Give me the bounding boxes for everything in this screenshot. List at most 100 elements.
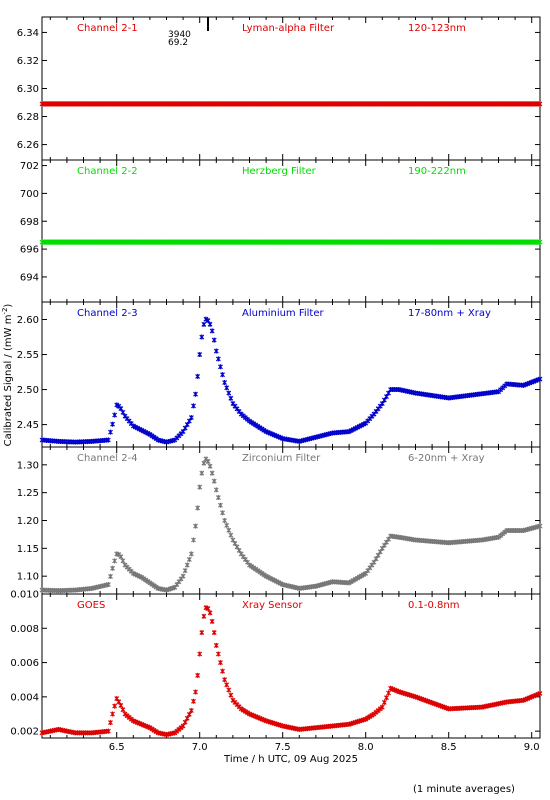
data-point bbox=[120, 707, 126, 713]
data-point bbox=[120, 409, 126, 415]
y-tick-label: 0.004 bbox=[10, 692, 39, 703]
data-point bbox=[537, 376, 543, 382]
panel-band-label: 17-80nm + Xray bbox=[408, 308, 491, 319]
data-point bbox=[213, 348, 219, 354]
panel-filter-label: Zirconium Filter bbox=[242, 453, 321, 464]
marker-label-top: 3940 bbox=[168, 30, 191, 40]
data-point bbox=[191, 698, 196, 704]
y-tick-label: 698 bbox=[20, 217, 39, 228]
data-point bbox=[193, 391, 198, 397]
data-point bbox=[226, 687, 232, 693]
panel-channel-label: Channel 2-1 bbox=[77, 23, 138, 34]
data-point bbox=[112, 558, 118, 564]
panel-channel-label: Channel 2-3 bbox=[77, 308, 138, 319]
data-point bbox=[384, 695, 389, 701]
panel-1: 6.26 6.28 6.30 6.32 6.34 Channel 2-1 Lyman-alp… bbox=[17, 16, 543, 161]
y-tick-label: 2.45 bbox=[17, 420, 39, 431]
data-point bbox=[215, 651, 221, 657]
data-point bbox=[195, 373, 201, 379]
data-point bbox=[105, 582, 111, 588]
data-point bbox=[228, 395, 234, 401]
y-tick-label: 702 bbox=[20, 161, 39, 172]
data-series bbox=[39, 239, 543, 245]
panel-band-label: 6-20nm + Xray bbox=[408, 453, 485, 464]
data-series bbox=[39, 101, 543, 107]
data-point bbox=[108, 573, 113, 579]
data-point bbox=[222, 677, 228, 683]
data-point bbox=[211, 337, 217, 343]
data-point bbox=[108, 429, 113, 435]
data-point bbox=[182, 719, 188, 725]
panel-4: 1.10 1.15 1.20 1.25 1.30 Channel 2-4 Zirconium… bbox=[17, 446, 543, 595]
data-point bbox=[195, 672, 201, 678]
y-tick-label: 0.010 bbox=[10, 590, 39, 601]
data-point bbox=[188, 551, 194, 557]
data-point bbox=[207, 321, 213, 327]
data-point bbox=[386, 690, 391, 696]
data-point bbox=[537, 101, 543, 107]
data-point bbox=[191, 537, 196, 543]
panel-frame bbox=[41, 16, 541, 161]
data-point bbox=[205, 606, 211, 612]
data-point bbox=[205, 458, 211, 464]
panel-frame bbox=[41, 301, 541, 448]
panel-band-label: 0.1-0.8nm bbox=[408, 600, 460, 611]
data-point bbox=[199, 630, 205, 636]
data-point bbox=[211, 630, 217, 636]
x-tick-label: 8.0 bbox=[358, 742, 374, 753]
y-axis-label-main: Calibrated Signal / (mW m bbox=[3, 315, 14, 447]
panel-filter-label: Xray Sensor bbox=[242, 600, 303, 611]
y-tick-label: 1.25 bbox=[17, 488, 39, 499]
data-point bbox=[193, 523, 198, 529]
data-point bbox=[186, 556, 192, 562]
data-point bbox=[182, 568, 188, 574]
data-point bbox=[188, 415, 194, 421]
x-tick-label: 6.5 bbox=[109, 742, 125, 753]
data-point bbox=[220, 668, 225, 674]
data-point bbox=[197, 651, 203, 657]
y-tick-label: 1.10 bbox=[17, 572, 39, 583]
y-tick-label: 6.32 bbox=[17, 56, 39, 67]
data-point bbox=[110, 711, 115, 717]
data-point bbox=[201, 321, 207, 327]
data-point bbox=[537, 523, 543, 529]
panel-5: 0.002 0.004 0.006 0.008 0.010 GOES Xray Sensor… bbox=[10, 590, 543, 753]
y-tick-label: 6.30 bbox=[17, 84, 39, 95]
data-point bbox=[197, 352, 203, 358]
y-axis-label: Calibrated Signal / (mW m-2) bbox=[1, 304, 14, 447]
data-point bbox=[207, 463, 213, 469]
data-point bbox=[379, 704, 385, 710]
data-point bbox=[112, 412, 118, 418]
data-point bbox=[191, 403, 196, 409]
y-tick-label: 694 bbox=[20, 272, 39, 283]
data-point bbox=[188, 708, 194, 714]
data-point bbox=[207, 610, 213, 616]
y-tick-label: 6.34 bbox=[17, 28, 39, 39]
y-tick-label: 1.30 bbox=[17, 460, 39, 471]
panel-band-label: 120-123nm bbox=[408, 23, 466, 34]
data-point bbox=[209, 470, 215, 476]
data-point bbox=[118, 554, 124, 560]
data-point bbox=[105, 437, 111, 443]
data-point bbox=[199, 470, 205, 476]
data-point bbox=[209, 618, 215, 624]
data-point bbox=[213, 487, 219, 493]
data-point bbox=[537, 690, 543, 696]
data-point bbox=[226, 527, 232, 533]
panel-filter-label: Lyman-alpha Filter bbox=[242, 23, 335, 34]
data-point bbox=[226, 390, 232, 396]
data-point bbox=[201, 460, 207, 466]
data-point bbox=[118, 406, 124, 412]
data-series bbox=[39, 605, 543, 738]
y-axis-label-exponent: -2 bbox=[1, 308, 9, 315]
panel-channel-label: Channel 2-2 bbox=[77, 166, 138, 177]
y-tick-label: 700 bbox=[20, 189, 39, 200]
data-point bbox=[120, 558, 126, 564]
y-tick-label: 0.008 bbox=[10, 624, 39, 635]
data-point bbox=[108, 720, 113, 726]
data-point bbox=[184, 715, 190, 721]
data-point bbox=[537, 239, 543, 245]
panel-filter-label: Aluminium Filter bbox=[242, 308, 325, 319]
y-tick-label: 0.006 bbox=[10, 658, 39, 669]
